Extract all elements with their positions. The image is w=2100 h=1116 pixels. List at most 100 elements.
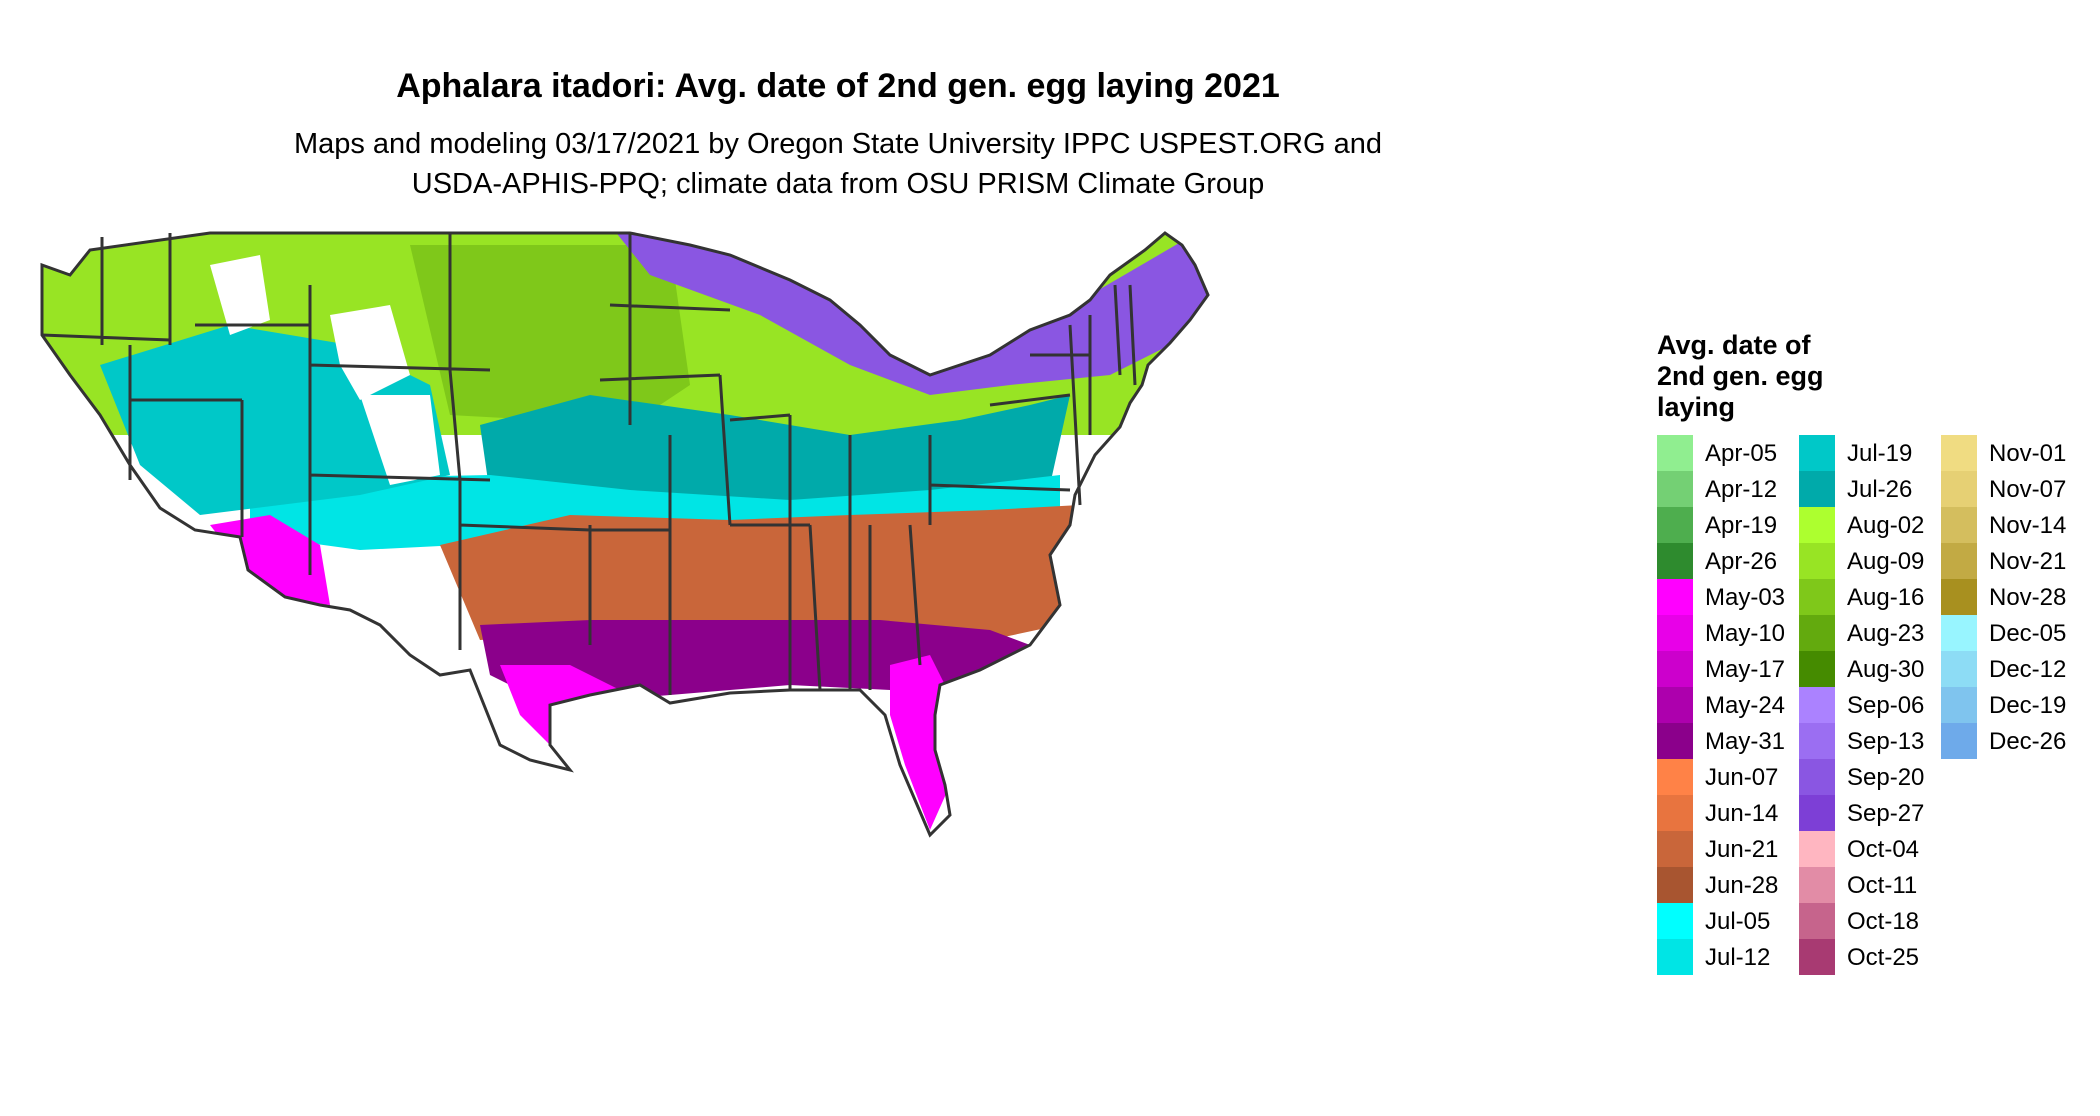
legend-swatch [1799,579,1835,615]
legend-label: Jul-26 [1847,476,1913,503]
legend-swatch [1799,435,1835,471]
legend-label: Jun-28 [1705,872,1779,899]
legend-item: Apr-05 [1657,435,1799,471]
legend-item: Nov-21 [1941,543,2083,579]
legend-swatch [1799,903,1835,939]
legend-item: Sep-13 [1799,723,1941,759]
legend-label: Jul-05 [1705,908,1771,935]
legend-swatch [1657,507,1693,543]
legend-label: Oct-18 [1847,908,1920,935]
legend-item: Jun-21 [1657,831,1799,867]
legend-label: Jun-07 [1705,764,1779,791]
legend-swatch [1657,435,1693,471]
legend-item: Nov-28 [1941,579,2083,615]
state-borders [40,231,1210,837]
subtitle-line-2: USDA-APHIS-PPQ; climate data from OSU PR… [411,168,1265,200]
legend-label: May-17 [1705,656,1786,683]
legend-label: May-31 [1705,728,1786,755]
legend-swatch [1657,939,1693,975]
map-band-central-band [480,395,1070,505]
legend-label: Nov-01 [1989,440,2067,467]
legend-label: Jul-12 [1705,944,1771,971]
legend-label: Nov-07 [1989,476,2067,503]
legend-item: May-31 [1657,723,1799,759]
legend-item: Nov-01 [1941,435,2083,471]
legend-label: May-24 [1705,692,1786,719]
legend-label: Dec-19 [1989,692,2067,719]
legend-swatch [1799,651,1835,687]
map-subtitle: Maps and modeling 03/17/2021 by Oregon S… [0,124,1676,204]
legend-swatch [1657,867,1693,903]
legend-title-line-3: laying [1657,392,1736,422]
legend-swatch [1657,759,1693,795]
legend-item: May-10 [1657,615,1799,651]
legend-item: Oct-18 [1799,903,1941,939]
legend-item: May-24 [1657,687,1799,723]
legend-swatch [1941,579,1977,615]
legend-swatch [1799,939,1835,975]
legend-swatch [1799,759,1835,795]
legend-item: Sep-20 [1799,759,1941,795]
legend-label: Oct-04 [1847,836,1920,863]
legend-swatch [1657,615,1693,651]
legend-item: Nov-14 [1941,507,2083,543]
legend-label: Nov-28 [1989,584,2067,611]
map-band-high-elevation [90,255,440,500]
legend-label: Dec-05 [1989,620,2067,647]
legend-item: Jun-14 [1657,795,1799,831]
legend-swatch [1941,507,1977,543]
legend-swatch [1941,687,1977,723]
legend-swatch [1941,615,1977,651]
legend-swatch [1657,579,1693,615]
legend-item: Dec-12 [1941,651,2083,687]
legend-item: Oct-11 [1799,867,1941,903]
legend-swatch [1799,687,1835,723]
legend-item: Aug-16 [1799,579,1941,615]
legend-label: Oct-25 [1847,944,1920,971]
legend-label: Aug-30 [1847,656,1925,683]
legend-item: Jul-05 [1657,903,1799,939]
legend-swatch [1657,687,1693,723]
legend-swatch [1799,831,1835,867]
map-band-southern-band [440,505,1080,640]
legend-item: Jun-07 [1657,759,1799,795]
legend-label: Jul-19 [1847,440,1913,467]
legend-label: Apr-12 [1705,476,1778,503]
legend-swatch [1799,615,1835,651]
legend-item: Jul-26 [1799,471,1941,507]
legend-swatch [1799,723,1835,759]
legend-item: Sep-27 [1799,795,1941,831]
legend-swatch [1657,471,1693,507]
legend-swatch [1799,471,1835,507]
legend-label: Sep-27 [1847,800,1925,827]
legend-item: Apr-26 [1657,543,1799,579]
legend-item: May-03 [1657,579,1799,615]
legend-label: Sep-13 [1847,728,1925,755]
legend-swatch [1799,507,1835,543]
legend-item: Nov-07 [1941,471,2083,507]
map-band-mid-south [250,475,1060,550]
legend-swatch [1941,651,1977,687]
legend-item: Dec-05 [1941,615,2083,651]
legend-swatch [1657,831,1693,867]
legend-item: Apr-19 [1657,507,1799,543]
legend-item: Jun-28 [1657,867,1799,903]
legend-swatch [1941,471,1977,507]
legend-swatch [1657,903,1693,939]
legend-label: Aug-23 [1847,620,1925,647]
legend-item: Sep-06 [1799,687,1941,723]
legend-item: May-17 [1657,651,1799,687]
map-title: Aphalara itadori: Avg. date of 2nd gen. … [396,67,1280,105]
legend-item: Aug-30 [1799,651,1941,687]
legend-swatch [1657,543,1693,579]
state-lines [41,233,1137,695]
legend-title-line-2: 2nd gen. egg [1657,361,1824,391]
legend-label: Apr-19 [1705,512,1778,539]
legend-label: Aug-02 [1847,512,1925,539]
legend-label: Nov-14 [1989,512,2067,539]
legend-label: May-10 [1705,620,1786,647]
legend-swatch [1657,723,1693,759]
legend-item: Apr-12 [1657,471,1799,507]
legend-item: Aug-02 [1799,507,1941,543]
legend-label: Sep-20 [1847,764,1925,791]
